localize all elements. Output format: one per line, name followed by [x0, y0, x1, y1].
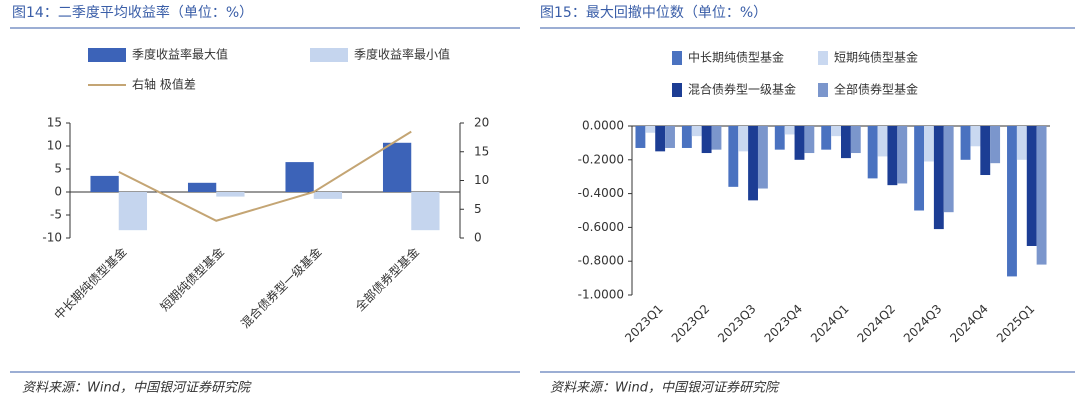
- x-tick-label: 全部债券型基金: [352, 244, 422, 314]
- bar: [831, 126, 841, 137]
- chart-title: 图14：二季度平均收益率（单位：%）: [12, 4, 253, 21]
- bar: [748, 126, 758, 201]
- bar: [118, 192, 148, 231]
- bar: [728, 126, 739, 187]
- bar: [960, 126, 971, 160]
- x-tick-label: 2023Q1: [622, 302, 666, 346]
- bar: [804, 126, 815, 154]
- x-tick-label: 短期纯债型基金: [157, 244, 227, 314]
- y-tick-label: 0: [54, 185, 62, 199]
- bar: [1007, 126, 1017, 277]
- bar: [655, 126, 666, 152]
- bar: [867, 126, 878, 179]
- bar: [691, 126, 702, 137]
- bar: [924, 126, 934, 162]
- chart-title: 图15：最大回撤中位数（单位：%）: [540, 5, 767, 21]
- legend-label: 短期纯债型基金: [834, 50, 918, 65]
- x-tick-label: 2024Q1: [808, 302, 852, 346]
- y-tick-label: 0.0000: [582, 119, 624, 133]
- bar: [1026, 126, 1037, 246]
- bar: [313, 192, 343, 199]
- bar: [943, 126, 954, 213]
- legend-swatch: [672, 51, 682, 65]
- bar: [757, 126, 768, 189]
- legend-swatch: [818, 83, 828, 97]
- bar: [681, 126, 692, 148]
- y-tick-label: -5: [50, 208, 62, 222]
- legend-label: 季度收益率最大值: [132, 47, 228, 62]
- bar: [897, 126, 908, 184]
- bar: [980, 126, 991, 176]
- legend-label: 季度收益率最小值: [354, 47, 450, 62]
- x-tick-label: 2023Q3: [715, 302, 759, 346]
- bar: [738, 126, 749, 152]
- legend-swatch: [818, 51, 828, 65]
- bar: [187, 182, 217, 192]
- bar: [382, 142, 412, 192]
- y-tick-label: -10: [42, 231, 62, 245]
- line: [118, 130, 412, 222]
- bar: [794, 126, 805, 160]
- bar: [90, 175, 119, 192]
- y2-tick-label: 15: [474, 144, 489, 158]
- y2-tick-label: 20: [474, 116, 489, 130]
- bar: [645, 126, 656, 133]
- bar: [774, 126, 785, 150]
- bar: [970, 126, 981, 147]
- y2-tick-label: 5: [474, 202, 482, 216]
- y2-tick-label: 0: [474, 231, 482, 245]
- x-tick-label: 中长期纯债型基金: [51, 244, 129, 322]
- legend-swatch: [672, 83, 682, 97]
- bar: [701, 126, 712, 154]
- bar: [990, 126, 1001, 164]
- y-tick-label: 10: [47, 139, 62, 153]
- bar: [1016, 126, 1027, 160]
- bar: [216, 192, 245, 197]
- bar: [635, 126, 646, 148]
- legend-label: 混合债券型一级基金: [688, 82, 796, 97]
- bar: [887, 126, 898, 186]
- y-tick-label: -0.2000: [578, 152, 624, 166]
- x-tick-label: 2025Q1: [994, 302, 1038, 346]
- bar: [841, 126, 851, 159]
- y-tick-label: -0.8000: [578, 254, 624, 268]
- y-tick-label: -0.4000: [578, 186, 624, 200]
- y2-tick-label: 10: [474, 173, 489, 187]
- x-tick-label: 2024Q2: [854, 302, 898, 346]
- legend-label: 全部债券型基金: [834, 82, 918, 97]
- bar: [784, 126, 795, 135]
- bar: [821, 126, 832, 150]
- legend-label: 中长期纯债型基金: [688, 50, 784, 65]
- bar: [285, 162, 314, 192]
- bar: [665, 126, 675, 148]
- bar: [711, 126, 722, 150]
- legend-label: 右轴 极值差: [132, 77, 196, 92]
- y-tick-label: 15: [47, 116, 62, 130]
- legend-swatch: [310, 48, 348, 62]
- y-tick-label: -0.6000: [578, 220, 624, 234]
- bar: [877, 126, 888, 157]
- x-tick-label: 2023Q2: [669, 302, 713, 346]
- x-tick-label: 2023Q4: [762, 302, 806, 346]
- y-tick-label: -1.0000: [578, 288, 624, 302]
- bar: [1036, 126, 1047, 265]
- y-tick-label: 5: [54, 162, 62, 176]
- x-tick-label: 2024Q3: [901, 302, 945, 346]
- bar: [411, 192, 440, 231]
- bar: [933, 126, 944, 230]
- x-tick-label: 混合债券型一级基金: [237, 244, 324, 331]
- bar: [914, 126, 925, 211]
- bar: [850, 126, 861, 154]
- source: 资料来源：Wind，中国银河证券研究院: [22, 380, 252, 396]
- legend-swatch: [88, 48, 126, 62]
- source: 资料来源：Wind，中国银河证券研究院: [550, 380, 780, 396]
- x-tick-label: 2024Q4: [947, 302, 991, 346]
